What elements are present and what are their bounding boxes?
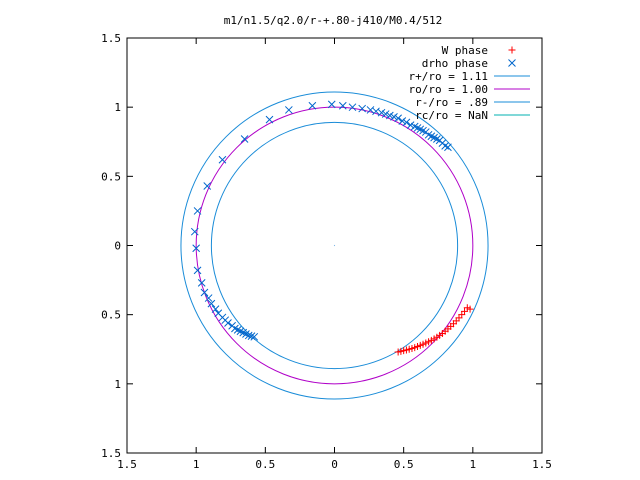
drho-phase-marker [358,104,367,113]
drho-phase-marker [192,244,201,253]
drho-phase-marker [200,288,209,297]
x-tick-label: 1 [193,458,200,471]
reference-circle [210,121,459,370]
drho-phase-marker [377,108,386,117]
chart-title: m1/n1.5/q2.0/r-+.80-j410/M0.4/512 [224,14,443,27]
drho-phase-marker [190,227,199,236]
drho-phase-marker [385,111,394,120]
y-tick-label: 1.5 [101,32,121,45]
drho-phase-marker [197,278,206,287]
drho-phase-marker [204,294,213,302]
legend-label: W phase [442,44,488,57]
drho-phase-marker [240,135,249,143]
drho-phase-marker [211,305,220,313]
x-tick-label: 1 [470,458,477,471]
w-phase-marker [466,305,474,313]
drho-phase-marker [402,118,411,127]
x-tick-label: 0.5 [394,458,414,471]
drho-phase-marker [381,110,390,118]
drho-phase-marker [398,117,407,125]
x-tick-label: 0.5 [255,458,275,471]
w-phase-marker [461,307,469,315]
drho-phase-marker [394,114,402,123]
drho-phase-marker [218,155,227,164]
y-tick-label: 1 [114,101,121,114]
drho-phase-marker [338,101,347,110]
drho-phase-marker [193,266,202,275]
legend-label: ro/ro = 1.00 [409,83,488,96]
drho-phase-marker [444,143,452,152]
x-tick-label: 0 [331,458,338,471]
y-tick-label: 0 [114,240,121,253]
legend-label: rc/ro = NaN [415,109,488,122]
drho-phase-marker [327,100,336,109]
y-tick-label: 0.5 [101,170,121,183]
y-tick-label: 1.5 [101,447,121,460]
phase-markers [190,100,474,356]
drho-phase-marker [348,103,357,112]
origin-dot [333,244,336,247]
y-tick-label: 0.5 [101,309,121,322]
legend-label: drho phase [422,57,488,70]
drho-phase-marker [284,106,293,114]
y-tick-label: 1 [114,378,121,391]
drho-phase-marker [247,332,256,340]
drho-phase-marker [193,207,202,215]
x-tick-label: 1.5 [117,458,137,471]
drho-phase-marker [308,101,317,110]
drho-phase-marker [265,115,274,124]
axis-ticks: 1.5 1 0.5 0 0.5 1 1.51.510.500.511.5 [101,32,552,471]
drho-phase-marker [390,112,398,121]
drho-phase-marker [250,332,259,341]
drho-phase-marker [441,142,450,150]
x-tick-label: 1.5 [532,458,552,471]
drho-phase-marker [406,121,415,130]
drho-phase-marker [207,299,216,308]
reference-circle [180,91,489,400]
legend-marker [508,59,516,67]
legend-label: r-/ro = .89 [415,96,488,109]
drho-phase-marker [224,319,232,327]
legend-marker [508,46,516,54]
drho-phase-marker [203,182,212,190]
legend-label: r+/ro = 1.11 [409,70,488,83]
